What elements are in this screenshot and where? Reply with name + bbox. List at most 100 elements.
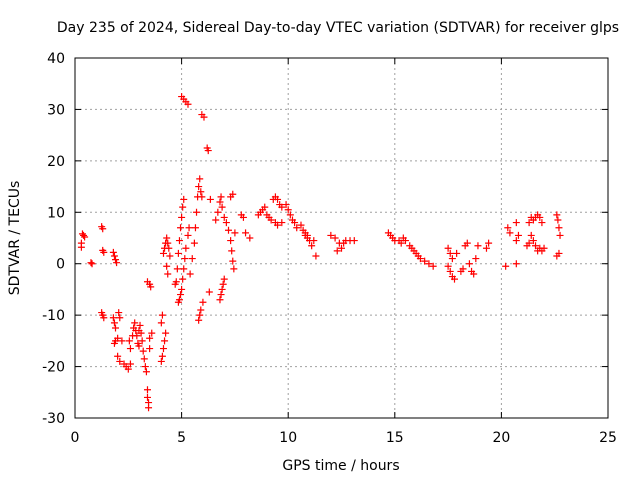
data-point — [125, 337, 133, 345]
data-point — [163, 262, 171, 270]
data-point — [470, 270, 478, 278]
data-point — [186, 270, 194, 278]
data-point — [173, 265, 181, 273]
data-point — [195, 316, 203, 324]
grid-lines — [75, 58, 608, 418]
data-point — [162, 329, 170, 337]
data-point — [274, 195, 282, 203]
x-axis-label: GPS time / hours — [282, 458, 399, 474]
data-point — [282, 201, 290, 209]
y-tick-label: -20 — [42, 360, 65, 376]
data-point — [197, 306, 205, 314]
data-point — [291, 219, 299, 227]
data-point — [157, 319, 165, 327]
data-point — [109, 248, 117, 256]
data-point — [540, 244, 548, 252]
data-point — [195, 183, 203, 191]
data-point — [145, 404, 153, 412]
y-tick-label: 0 — [56, 257, 65, 273]
data-point — [474, 242, 482, 250]
data-point — [179, 275, 187, 283]
scatter-points — [77, 93, 564, 412]
data-point — [196, 311, 204, 319]
data-point — [142, 368, 150, 376]
data-point — [116, 357, 124, 365]
data-point — [229, 190, 237, 198]
data-point — [286, 211, 294, 219]
data-point — [193, 208, 201, 216]
y-tick-label: -30 — [42, 411, 65, 427]
data-point — [425, 260, 433, 268]
data-point — [114, 352, 122, 360]
data-point — [512, 219, 520, 227]
data-point — [338, 244, 345, 252]
data-point — [512, 260, 520, 268]
data-point — [146, 345, 154, 353]
data-point — [333, 247, 341, 255]
data-point — [278, 203, 286, 211]
data-point — [124, 365, 132, 373]
data-point — [81, 233, 89, 241]
data-point — [116, 314, 124, 322]
data-point — [109, 314, 117, 322]
data-point — [555, 224, 563, 232]
data-point — [184, 231, 192, 239]
data-point — [555, 249, 563, 257]
data-point — [110, 252, 118, 260]
data-point — [177, 291, 185, 299]
data-point — [331, 234, 339, 242]
data-point — [179, 203, 187, 211]
data-point — [463, 239, 471, 247]
y-tick-label: -10 — [42, 308, 65, 324]
data-point — [126, 345, 134, 353]
data-point — [118, 337, 126, 345]
data-point — [239, 213, 247, 221]
data-point — [529, 237, 537, 245]
data-point — [137, 329, 145, 337]
data-point — [178, 213, 186, 221]
data-point — [126, 360, 134, 368]
data-point — [141, 363, 149, 371]
data-point — [100, 314, 108, 322]
data-point — [217, 291, 225, 299]
data-point — [198, 193, 206, 201]
data-point — [214, 208, 222, 216]
data-point — [504, 224, 512, 232]
data-point — [77, 239, 85, 247]
data-point — [218, 285, 226, 293]
y-axis-label: SDTVAR / TECUs — [7, 181, 23, 296]
data-point — [303, 231, 311, 239]
data-point — [174, 249, 182, 257]
data-point — [246, 234, 254, 242]
data-point — [446, 267, 454, 275]
x-tick-label: 5 — [177, 430, 186, 446]
data-point — [196, 175, 204, 183]
data-point — [143, 393, 151, 401]
data-point — [204, 147, 212, 155]
data-point — [172, 278, 180, 286]
data-point — [139, 347, 147, 355]
data-point — [143, 386, 151, 394]
data-point — [527, 231, 535, 239]
data-point — [115, 309, 123, 317]
data-point — [284, 206, 292, 214]
data-point — [200, 113, 208, 121]
data-point — [182, 244, 190, 252]
data-point — [88, 260, 96, 268]
data-point — [485, 239, 493, 247]
data-point — [229, 257, 237, 265]
data-point — [177, 224, 185, 232]
data-point — [536, 213, 544, 221]
data-point — [219, 280, 227, 288]
data-point — [216, 296, 224, 304]
data-point — [165, 244, 173, 252]
x-tick-label: 20 — [492, 430, 510, 446]
data-point — [100, 248, 108, 256]
data-point — [166, 252, 174, 260]
data-point — [310, 237, 318, 245]
data-point — [147, 283, 155, 291]
data-point — [191, 224, 199, 232]
data-point — [164, 270, 172, 278]
data-point — [308, 242, 316, 250]
data-point — [429, 262, 437, 270]
